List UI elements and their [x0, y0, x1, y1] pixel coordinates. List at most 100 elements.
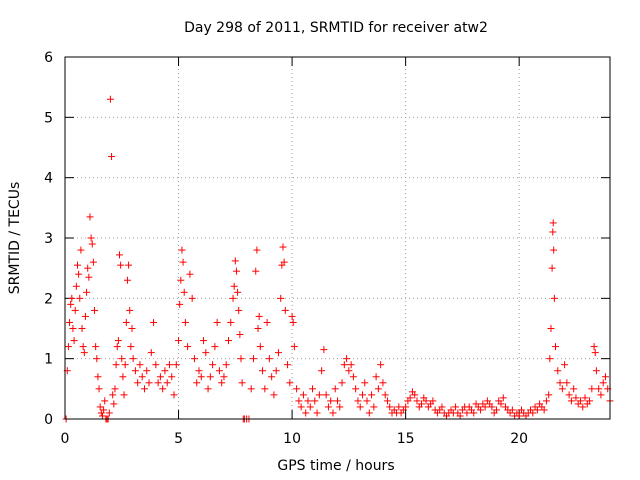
data-point [252, 267, 260, 275]
data-point [533, 406, 541, 414]
data-point [184, 343, 192, 351]
data-point [100, 406, 108, 414]
data-point [272, 367, 280, 375]
data-point [322, 391, 330, 399]
data-point [508, 406, 516, 414]
data-point [497, 400, 505, 408]
data-point [372, 373, 380, 381]
data-point [126, 306, 134, 314]
data-point [69, 325, 77, 332]
data-point [156, 373, 164, 381]
data-point [163, 379, 171, 387]
data-point [586, 397, 594, 405]
data-point [154, 379, 162, 387]
data-point [206, 373, 214, 381]
data-point [236, 331, 244, 339]
data-point [70, 337, 78, 345]
data-point [368, 391, 376, 399]
data-point [295, 397, 303, 405]
x-tick-label: 5 [174, 431, 183, 447]
data-point [72, 282, 80, 290]
data-point [499, 394, 507, 402]
data-point [347, 361, 355, 369]
data-point [98, 412, 106, 420]
data-point [85, 273, 93, 281]
data-point [293, 385, 301, 393]
data-point [161, 367, 169, 375]
data-point [140, 385, 148, 393]
data-point [599, 379, 607, 387]
data-point [288, 312, 296, 320]
data-point [121, 361, 129, 369]
data-point [463, 409, 471, 417]
data-point [492, 406, 500, 414]
data-point [186, 270, 194, 278]
data-point [549, 228, 557, 236]
data-point [546, 355, 554, 363]
data-point [211, 343, 219, 351]
chart-title: Day 298 of 2011, SRMTID for receiver atw… [184, 20, 488, 36]
data-point [254, 325, 262, 332]
data-point [94, 373, 102, 381]
data-point [83, 288, 91, 296]
data-point [299, 391, 307, 399]
data-point [289, 318, 297, 326]
data-point [280, 258, 288, 266]
data-point [290, 343, 298, 351]
data-point [386, 403, 394, 411]
data-point [125, 261, 133, 269]
data-point [383, 397, 391, 405]
data-point [601, 373, 609, 381]
data-point [109, 391, 117, 399]
data-point [572, 394, 580, 402]
data-point [188, 294, 196, 302]
data-point [119, 373, 127, 381]
data-point [108, 153, 116, 161]
data-point [261, 385, 269, 393]
data-point [588, 385, 596, 393]
y-tick-label: 2 [44, 291, 53, 307]
y-tick-label: 0 [44, 412, 53, 428]
data-point [75, 270, 83, 278]
data-point [352, 385, 360, 393]
data-point [112, 361, 120, 369]
data-point [413, 397, 421, 405]
data-point [548, 264, 556, 272]
data-marks [62, 95, 614, 423]
data-point [204, 385, 212, 393]
data-point [234, 288, 242, 296]
data-point [554, 367, 562, 375]
data-point [235, 306, 243, 314]
data-point [377, 361, 385, 369]
data-point [302, 409, 310, 417]
data-point [209, 361, 217, 369]
data-point [129, 355, 137, 363]
data-point [329, 409, 337, 417]
data-point [556, 379, 564, 387]
x-tick-label: 10 [283, 431, 301, 447]
data-point [549, 219, 557, 227]
data-point [311, 397, 319, 405]
data-point [418, 400, 426, 408]
data-point [92, 343, 100, 351]
data-point [320, 346, 328, 354]
data-point [331, 385, 339, 393]
data-point [138, 373, 146, 381]
data-point [195, 367, 203, 375]
data-point [545, 391, 553, 399]
data-point [152, 361, 160, 369]
data-point [73, 261, 81, 269]
data-point [279, 243, 287, 251]
data-point [120, 391, 128, 399]
data-point [338, 379, 346, 387]
data-point [89, 258, 97, 266]
data-point [277, 294, 285, 302]
data-point [592, 367, 600, 375]
data-point [356, 403, 364, 411]
data-point [172, 361, 180, 369]
data-point [190, 355, 198, 363]
data-point [95, 385, 103, 393]
data-point [101, 397, 109, 405]
data-point [177, 276, 185, 284]
data-point [340, 361, 348, 369]
